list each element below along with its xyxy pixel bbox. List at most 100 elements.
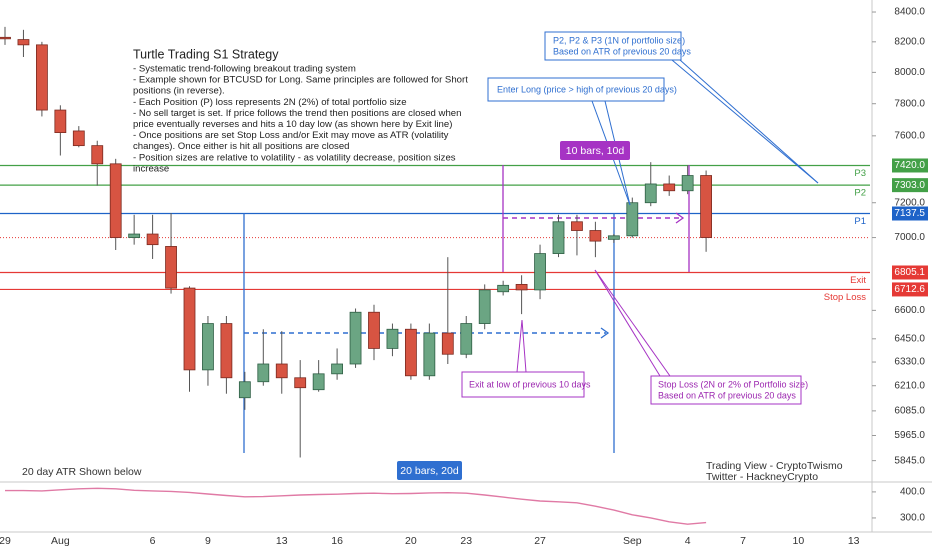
x-tick-label: 10 <box>793 535 805 547</box>
candle-body <box>663 183 676 192</box>
candle-body <box>681 175 694 192</box>
level-box <box>892 178 928 193</box>
callout: 10 bars, 10d <box>560 141 630 160</box>
y-tick-label: 7800.0 <box>894 98 925 109</box>
candle-body <box>165 246 177 289</box>
candle-body <box>294 377 307 389</box>
note-line: increase <box>133 163 169 174</box>
y-tick-label: 8400.0 <box>894 7 925 18</box>
candle-body <box>91 145 104 165</box>
level-box <box>892 265 928 280</box>
level-value: 6805.1 <box>894 267 925 278</box>
x-tick-label: 7 <box>740 535 746 547</box>
level-name: Exit <box>850 275 866 286</box>
level-box <box>892 282 928 297</box>
level-name: P1 <box>854 216 866 227</box>
callout-text: 20 bars, 20d <box>400 465 459 477</box>
x-tick-label: Sep <box>623 535 642 547</box>
levels: P3 P2 P1 Exit Stop Loss <box>0 164 870 303</box>
candle-body <box>183 287 196 371</box>
y-tick-label: 7600.0 <box>894 130 925 141</box>
callout-box <box>487 77 665 102</box>
note-line: - Example shown for BTCUSD for Long. Sam… <box>133 75 468 86</box>
y-tick-label: 7200.0 <box>894 197 925 208</box>
candles <box>0 26 712 458</box>
y-tick-label: 6085.0 <box>894 406 925 417</box>
callout-text: Stop Loss (2N or 2% of Portfolio size) <box>658 379 808 389</box>
callout-text: Based on ATR of previous 20 days <box>553 46 691 56</box>
candle-body <box>386 328 399 349</box>
level-name: P3 <box>854 168 866 179</box>
candle-body <box>109 163 122 238</box>
y-tick-label: 5845.0 <box>894 455 925 466</box>
candle-body <box>534 253 546 291</box>
x-tick-label: 27 <box>534 535 546 547</box>
pointer <box>594 269 661 377</box>
callout-box <box>461 371 585 398</box>
callout: Exit at low of previous 10 days <box>461 319 591 398</box>
candle-body <box>497 284 510 293</box>
level-value: 7420.0 <box>894 160 925 171</box>
note-line: - No sell target is set. If price follow… <box>133 108 461 119</box>
level-box <box>892 158 928 173</box>
callout: 20 bars, 20d <box>397 461 462 480</box>
callout: P2, P2 & P3 (1N of portfolio size) Based… <box>544 31 819 184</box>
candle-body <box>571 221 583 231</box>
level-value: 6712.6 <box>894 284 925 295</box>
x-tick-label: 9 <box>205 535 211 547</box>
y-tick-label: 8200.0 <box>894 36 925 47</box>
callout-text: Enter Long (price > high of previous 20 … <box>497 84 677 94</box>
y-tick-label: 300.0 <box>900 513 925 524</box>
notes-title: Turtle Trading S1 Strategy <box>133 47 279 61</box>
candle-body <box>238 381 251 399</box>
x-tick-label: 16 <box>331 535 343 547</box>
candle-body <box>17 39 30 46</box>
y-tick-label: 6600.0 <box>894 305 925 316</box>
candle-body <box>552 221 565 254</box>
candle-body <box>331 363 344 375</box>
pointer <box>679 59 819 184</box>
level-value: 7137.5 <box>894 208 925 219</box>
pointer <box>521 319 527 373</box>
arrow-head <box>600 327 610 339</box>
x-tick-label: 23 <box>460 535 472 547</box>
candle-body <box>589 230 602 242</box>
x-tick-label: Aug <box>51 535 70 547</box>
note-line: - Each Position (P) loss represents 2N (… <box>133 97 407 108</box>
callout: Enter Long (price > high of previous 20 … <box>487 77 677 206</box>
y-tick-label: 6330.0 <box>894 357 925 368</box>
pointer <box>594 269 671 377</box>
callout-box <box>397 461 462 480</box>
credit: Trading View - CryptoTwismo <box>706 460 843 472</box>
x-tick-label: 6 <box>150 535 156 547</box>
note-line: - Systematic trend-following breakout tr… <box>133 64 356 75</box>
x-tick-label: 13 <box>848 535 860 547</box>
atr-note: 20 day ATR Shown below <box>22 466 142 478</box>
note-line: positions (in reverse). <box>133 86 225 97</box>
x-tick-label: 29 <box>0 535 11 547</box>
candle-body <box>36 44 48 111</box>
y-tick-label: 7000.0 <box>894 232 925 243</box>
candle-body <box>275 363 288 379</box>
level-name: P2 <box>854 188 866 199</box>
candle-body <box>460 323 473 355</box>
candle-body <box>368 311 380 349</box>
callout-text: Based on ATR of previous 20 days <box>658 390 796 400</box>
note-line: price eventually reverses and hits a 10 … <box>133 119 452 130</box>
callout-text: 10 bars, 10d <box>566 145 625 157</box>
x-tick-label: 4 <box>685 535 691 547</box>
callout-box <box>544 31 682 61</box>
y-tick-label: 5965.0 <box>894 430 925 441</box>
atr-line <box>5 487 707 525</box>
x-tick-label: 20 <box>405 535 417 547</box>
callout: Stop Loss (2N or 2% of Portfolio size) B… <box>594 269 808 405</box>
level-box <box>892 206 928 221</box>
candle-body <box>0 36 11 40</box>
candle-body <box>349 311 362 365</box>
candle-body <box>146 233 159 246</box>
candle-body <box>700 175 712 238</box>
callout-text: P2, P2 & P3 (1N of portfolio size) <box>553 35 685 45</box>
